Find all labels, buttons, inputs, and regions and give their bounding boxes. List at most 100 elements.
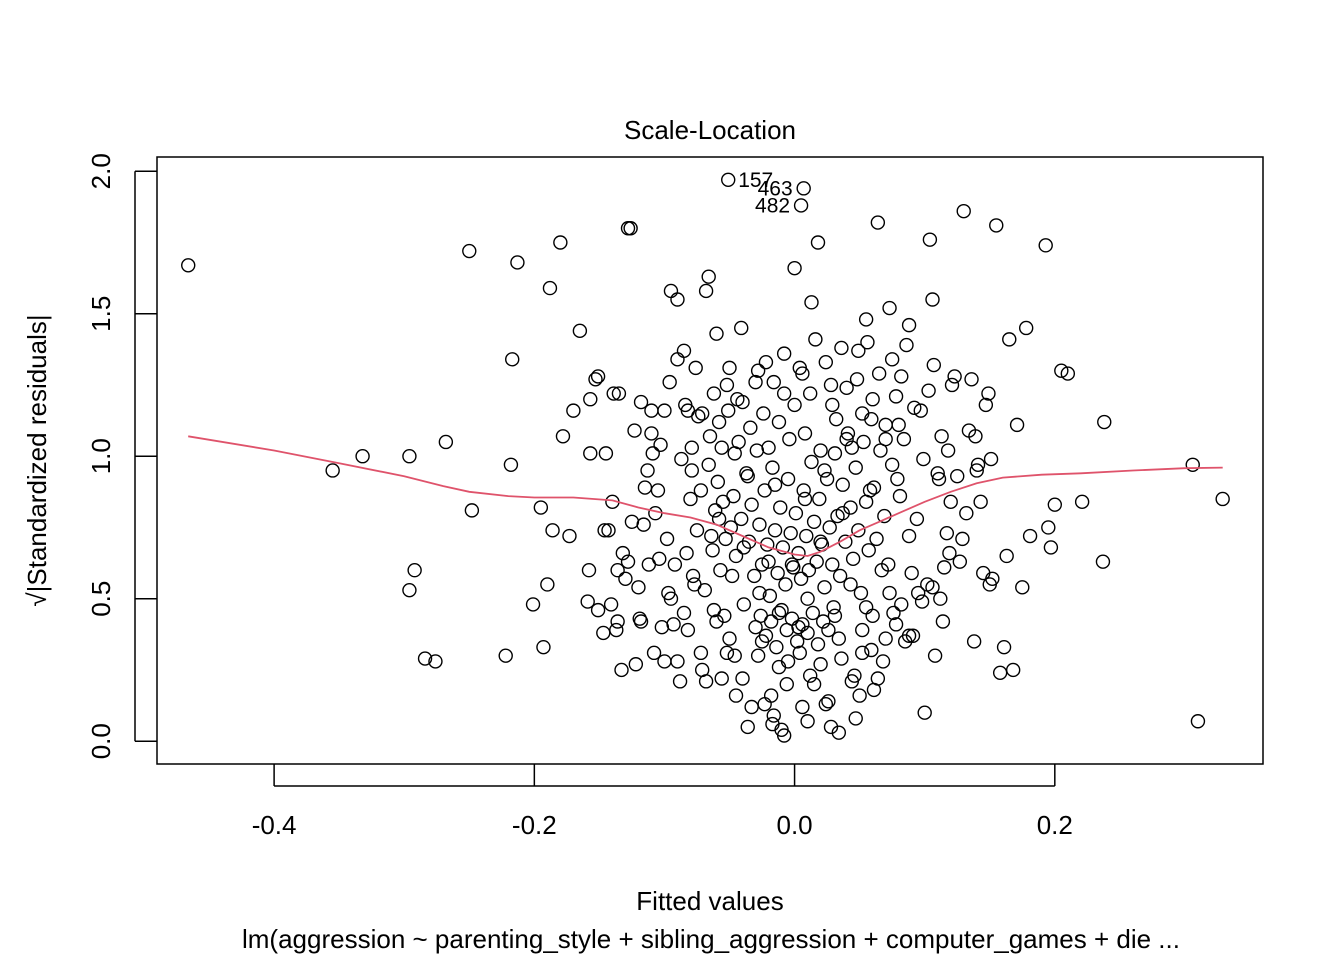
data-point bbox=[992, 665, 1008, 681]
data-point bbox=[620, 554, 636, 569]
data-point bbox=[839, 431, 854, 447]
data-point bbox=[757, 483, 772, 498]
data-point bbox=[792, 645, 807, 661]
data-point bbox=[428, 654, 443, 669]
data-point bbox=[734, 320, 749, 336]
data-point bbox=[869, 531, 884, 547]
data-point bbox=[1038, 238, 1053, 253]
data-point bbox=[791, 545, 806, 561]
data-point bbox=[704, 528, 719, 544]
data-point bbox=[708, 503, 723, 518]
data-point bbox=[934, 429, 949, 444]
data-point bbox=[679, 545, 694, 561]
data-point bbox=[659, 531, 675, 547]
data-point bbox=[740, 719, 755, 735]
data-point bbox=[749, 443, 765, 458]
data-point bbox=[758, 354, 774, 370]
y-axis-label: √|Standardized residuals| bbox=[22, 314, 52, 606]
data-point bbox=[888, 617, 904, 632]
data-point bbox=[890, 471, 905, 487]
y-tick-label: 1.0 bbox=[86, 438, 116, 474]
data-point bbox=[711, 414, 727, 430]
data-point bbox=[705, 543, 720, 558]
data-point bbox=[597, 523, 612, 538]
data-point bbox=[693, 483, 709, 498]
data-point bbox=[662, 374, 677, 390]
data-point bbox=[858, 312, 874, 327]
data-point bbox=[851, 523, 866, 538]
data-point bbox=[860, 335, 875, 350]
data-point bbox=[1043, 540, 1059, 555]
data-point bbox=[624, 514, 640, 529]
data-point bbox=[799, 528, 814, 544]
data-point bbox=[823, 719, 839, 735]
data-point bbox=[670, 352, 685, 367]
data-point bbox=[810, 637, 826, 652]
data-point bbox=[943, 494, 958, 510]
data-point bbox=[583, 392, 598, 407]
data-point bbox=[691, 409, 706, 424]
data-point bbox=[644, 426, 659, 441]
data-point bbox=[839, 380, 854, 396]
data-point bbox=[927, 648, 943, 663]
data-point bbox=[1060, 366, 1076, 381]
data-point bbox=[909, 511, 925, 527]
data-point bbox=[875, 654, 891, 669]
data-point bbox=[688, 360, 703, 376]
data-point bbox=[773, 500, 788, 515]
data-point bbox=[590, 369, 606, 384]
data-point bbox=[714, 440, 729, 455]
data-point bbox=[555, 429, 571, 444]
data-point bbox=[848, 460, 863, 475]
data-point bbox=[778, 577, 793, 592]
x-tick-label: 0.2 bbox=[1037, 810, 1073, 840]
data-point bbox=[1185, 457, 1200, 472]
chart-title: Scale-Location bbox=[624, 115, 796, 145]
data-point bbox=[325, 463, 340, 478]
data-point bbox=[796, 483, 811, 498]
data-point bbox=[843, 500, 858, 515]
point-label: 463 bbox=[758, 177, 793, 200]
data-point bbox=[727, 648, 742, 663]
data-point bbox=[831, 631, 847, 646]
data-point bbox=[861, 543, 876, 558]
data-point bbox=[800, 714, 815, 729]
data-point bbox=[661, 585, 676, 601]
data-point bbox=[633, 394, 649, 410]
data-point bbox=[947, 369, 962, 384]
data-point bbox=[917, 705, 932, 720]
data-point bbox=[800, 591, 815, 606]
data-point bbox=[878, 431, 893, 447]
data-point bbox=[676, 343, 692, 358]
data-point bbox=[779, 677, 794, 692]
data-point bbox=[580, 594, 595, 609]
data-point bbox=[797, 491, 813, 507]
data-point bbox=[922, 232, 938, 247]
data-point bbox=[800, 625, 815, 641]
data-point bbox=[853, 585, 869, 601]
data-point bbox=[802, 386, 818, 401]
data-point bbox=[505, 352, 520, 367]
data-point bbox=[806, 514, 822, 529]
data-point bbox=[654, 620, 670, 635]
data-point bbox=[536, 639, 551, 655]
data-point bbox=[1005, 662, 1021, 678]
data-point bbox=[901, 317, 917, 333]
data-point bbox=[710, 474, 726, 490]
data-point bbox=[762, 588, 778, 604]
data-point bbox=[761, 554, 776, 569]
data-point bbox=[756, 406, 771, 421]
data-point bbox=[849, 372, 865, 387]
data-point bbox=[999, 548, 1014, 564]
data-point bbox=[735, 671, 750, 686]
data-point bbox=[989, 218, 1004, 233]
data-point bbox=[596, 625, 611, 641]
data-point bbox=[615, 545, 631, 561]
data-point bbox=[776, 346, 792, 361]
data-point bbox=[825, 397, 840, 413]
data-point bbox=[727, 446, 742, 461]
data-point bbox=[894, 369, 909, 384]
data-point bbox=[775, 540, 791, 555]
data-point bbox=[1018, 320, 1034, 336]
data-point bbox=[770, 565, 785, 581]
